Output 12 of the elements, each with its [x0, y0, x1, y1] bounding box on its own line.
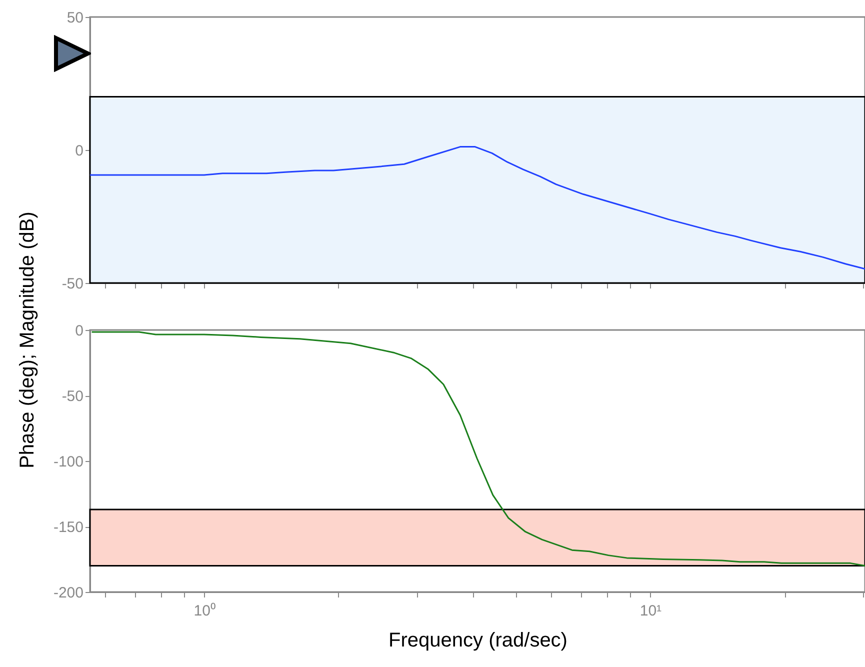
y-axis-title: Phase (deg); Magnitude (dB)	[16, 212, 40, 468]
x-axis-title: Frequency (rad/sec)	[388, 630, 568, 652]
y-tick-label: 0	[75, 142, 84, 160]
y-tick-label: 0	[75, 322, 84, 340]
y-tick-label: -200	[53, 584, 84, 602]
y-tick-label: -50	[62, 276, 84, 292]
x-tick-label: 10¹	[640, 602, 662, 620]
y-tick-label: -50	[62, 388, 84, 405]
y-tick-label: -150	[53, 519, 84, 536]
y-tick-label: -100	[53, 454, 84, 470]
x-tick-label: 10⁰	[194, 602, 216, 620]
y-tick-label: 50	[66, 10, 84, 26]
